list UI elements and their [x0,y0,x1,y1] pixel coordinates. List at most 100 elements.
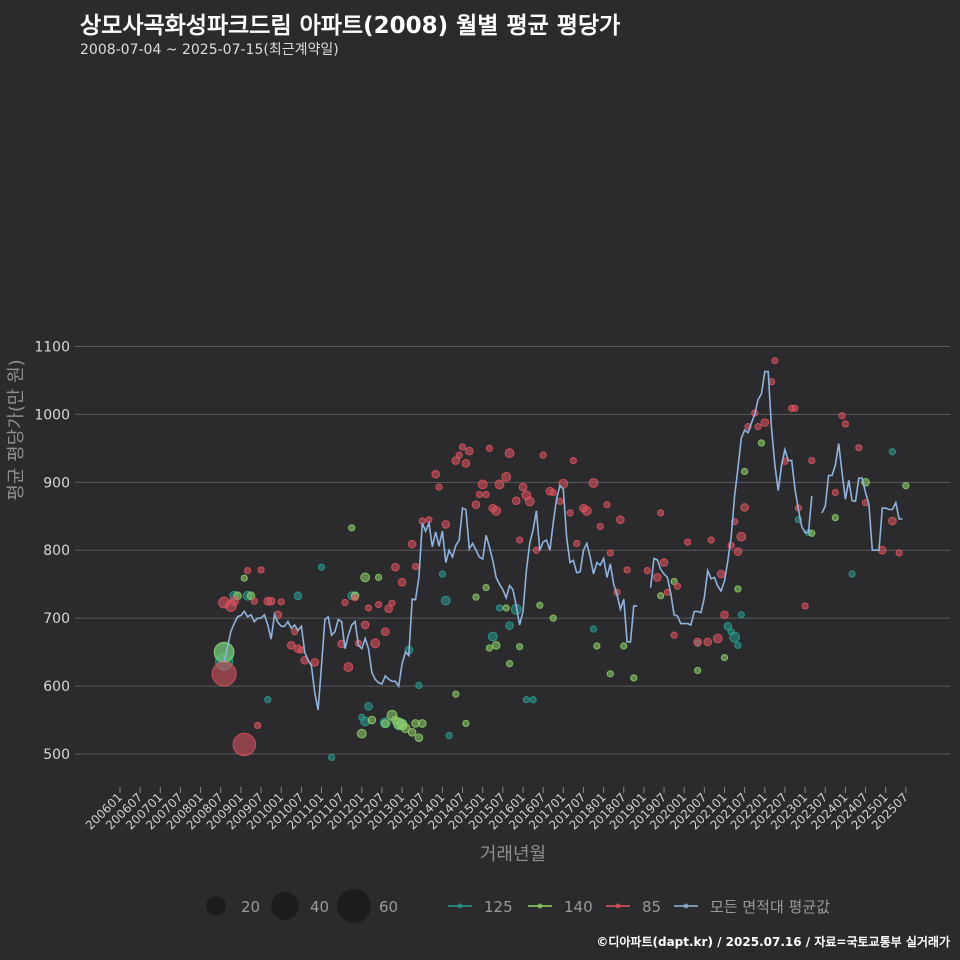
legend-size-label: 40 [310,898,329,916]
point-140 [808,529,816,537]
point-85 [250,597,258,605]
point-85 [388,599,396,607]
point-85 [266,596,276,606]
point-140 [485,644,494,652]
point-125 [888,448,897,456]
point-85 [566,509,574,517]
point-85 [277,598,285,606]
point-85 [643,567,651,575]
point-85 [343,662,354,672]
point-85 [693,637,702,647]
point-85 [588,478,599,488]
point-85 [838,412,846,420]
point-125 [589,625,598,633]
point-140 [757,439,766,447]
point-85 [254,721,262,730]
legend-size-label: 20 [241,898,260,916]
point-125 [737,611,745,619]
point-140 [741,467,749,476]
point-85 [712,633,723,644]
point-85 [458,443,467,451]
point-85 [441,520,451,529]
point-125 [522,696,530,704]
point-125 [729,631,740,643]
point-85 [606,549,614,557]
point-85 [657,509,665,517]
legend-size-marker [206,896,226,916]
point-125 [445,732,453,740]
point-85 [791,404,799,412]
point-125 [505,621,514,630]
point-125 [487,631,498,642]
point-85 [370,638,381,649]
point-125 [293,591,303,601]
point-140 [536,601,544,609]
point-85 [616,515,625,524]
point-85 [435,483,443,491]
point-85 [380,627,390,637]
legend-size-label: 60 [379,898,398,916]
point-140 [246,591,256,601]
point-85 [760,418,770,427]
y-tick-label: 700 [43,611,70,627]
legend-series-dot [683,903,689,909]
point-85 [603,501,611,509]
point-140 [720,653,729,662]
point-140 [491,641,501,650]
legend-series-label: 85 [642,898,661,916]
point-85 [670,631,678,639]
point-85 [431,469,440,479]
point-85 [569,456,577,465]
point-140 [374,573,383,582]
y-tick-label: 1100 [34,339,70,355]
point-85 [895,549,903,557]
point-140 [694,666,702,675]
point-85 [754,423,762,431]
point-85 [485,444,494,452]
point-140 [407,727,417,737]
grid-layer [75,345,950,755]
point-85 [539,451,547,459]
legend-size-marker [271,892,299,920]
x-axis-title: 거래년월 [480,844,546,865]
point-140 [516,643,524,651]
point-85 [360,620,370,630]
point-85 [391,562,400,572]
point-85 [771,357,779,365]
legend-series-dot [537,903,543,909]
point-140 [417,719,427,728]
point-85 [471,500,481,510]
point-85 [581,505,592,516]
point-85 [504,448,515,459]
point-85 [623,566,631,574]
point-85 [524,496,535,507]
point-85 [374,600,383,609]
point-85 [573,539,581,548]
point-85 [291,628,299,636]
point-85 [494,479,505,490]
axis-layer: 5006007008009001000110020060120060720070… [6,339,911,865]
point-140 [593,642,601,650]
point-85 [407,539,417,549]
point-140 [462,719,470,728]
point-140 [400,723,411,734]
point-85 [653,573,662,582]
point-140 [505,660,514,668]
point-140 [734,585,742,593]
y-tick-label: 600 [43,679,70,695]
point-85 [477,479,488,490]
y-axis-title: 평균 평당가(만 원) [6,359,27,500]
legend-series-label: 125 [484,898,513,916]
point-85 [397,577,407,587]
point-85 [532,546,541,554]
legend-series-dot [615,903,621,909]
point-85 [659,558,669,567]
point-85 [341,598,349,607]
point-85 [351,594,359,602]
point-125 [438,570,447,578]
point-140 [549,614,557,622]
point-85 [736,531,747,542]
point-85 [511,496,521,505]
source-footer: ©디아파트(dapt.kr) / 2025.07.16 / 자료=국토교통부 실… [596,935,950,949]
